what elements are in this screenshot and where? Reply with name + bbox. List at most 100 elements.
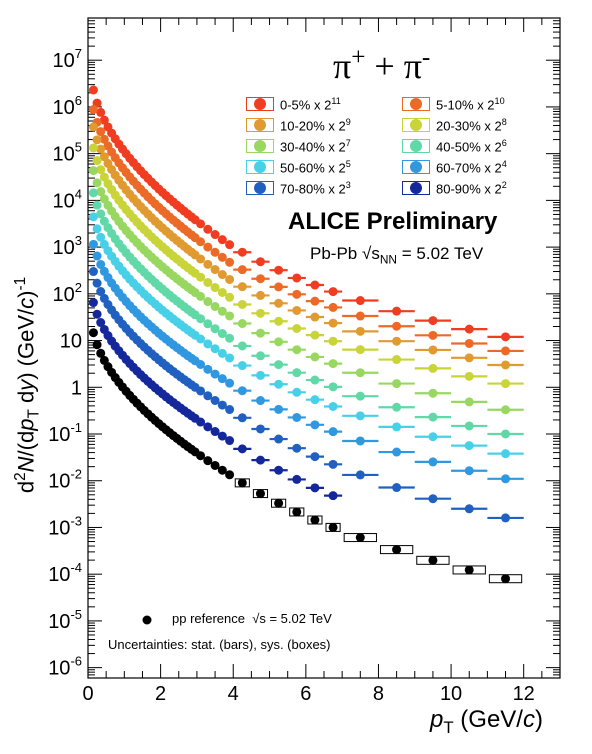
data-point (196, 237, 206, 247)
data-point (392, 355, 402, 365)
data-point (96, 165, 106, 175)
data-point (292, 273, 302, 283)
data-point (88, 328, 98, 338)
data-point (428, 432, 438, 442)
data-point (99, 172, 109, 182)
data-point (196, 291, 206, 301)
data-point (355, 311, 365, 321)
data-point (88, 143, 98, 153)
data-point (255, 351, 265, 361)
series-7 (88, 239, 524, 484)
data-point (96, 127, 106, 137)
data-point (392, 483, 402, 493)
data-point (292, 507, 302, 517)
data-point (292, 345, 302, 355)
data-point (196, 451, 206, 461)
data-point (217, 348, 227, 358)
data-point (355, 470, 365, 480)
data-point (274, 498, 284, 508)
y-tick-label: 10 (60, 331, 82, 353)
legend-label: 20-30% x 28 (436, 117, 507, 134)
legend-swatch (246, 139, 274, 154)
legend-marker (410, 98, 422, 111)
data-series (88, 85, 524, 625)
data-point (210, 427, 220, 437)
data-point (292, 305, 302, 315)
data-point (310, 312, 320, 322)
data-point (217, 329, 227, 339)
data-point (355, 533, 365, 543)
data-point (392, 379, 402, 389)
legend-label: 60-70% x 24 (436, 159, 507, 176)
data-point (210, 395, 220, 405)
data-point (88, 122, 98, 132)
data-point (92, 224, 102, 234)
data-point (210, 230, 220, 240)
data-point (274, 265, 284, 275)
data-point (310, 352, 320, 362)
data-point (464, 421, 474, 431)
legend-swatch (402, 181, 430, 196)
legend-label: 40-50% x 26 (436, 138, 507, 155)
data-point (292, 443, 302, 453)
data-point (92, 251, 102, 261)
x-tick-label: 0 (82, 683, 93, 705)
data-point (225, 470, 235, 480)
series-1 (88, 104, 524, 356)
data-point (428, 363, 438, 373)
data-point (310, 420, 320, 430)
data-point (203, 242, 213, 252)
data-point (196, 359, 206, 369)
data-point (217, 374, 227, 384)
data-point (392, 447, 402, 457)
data-point (237, 341, 247, 351)
legend-marker (410, 161, 422, 174)
legend-swatch (402, 97, 430, 112)
data-point (464, 565, 474, 575)
legend-label: 10-20% x 29 (280, 117, 351, 134)
data-point (217, 287, 227, 297)
data-point (328, 427, 338, 437)
data-point (237, 247, 247, 257)
x-tick-label: 4 (228, 683, 239, 705)
series-3 (88, 143, 524, 389)
legend-label: 80-90% x 22 (436, 180, 507, 197)
data-point (464, 324, 474, 334)
data-point (96, 287, 106, 297)
x-tick-label: 6 (300, 683, 311, 705)
data-point (196, 417, 206, 427)
data-point (217, 400, 227, 410)
series-10 (88, 328, 523, 584)
data-point (203, 297, 213, 307)
data-point (96, 259, 106, 269)
data-point (210, 460, 220, 470)
data-point (88, 85, 98, 95)
data-point (196, 334, 206, 344)
legend-swatch (402, 139, 430, 154)
data-point (225, 292, 235, 302)
data-point (225, 274, 235, 284)
pp-legend-label: pp reference √s = 5.02 TeV (172, 611, 332, 626)
data-point (355, 368, 365, 378)
data-point (96, 209, 106, 219)
data-point (237, 265, 247, 275)
data-point (392, 422, 402, 432)
data-point (255, 370, 265, 380)
pp-legend-marker (142, 615, 152, 625)
data-point (196, 272, 206, 282)
x-tick-label: 8 (373, 683, 384, 705)
x-tick-label: 10 (440, 683, 462, 705)
data-point (328, 522, 338, 532)
data-point (96, 232, 106, 242)
data-point (225, 378, 235, 388)
legend-item: 0-5% x 211 (246, 96, 341, 112)
data-point (355, 391, 365, 401)
legend-item: 80-90% x 22 (402, 180, 507, 196)
series-8 (88, 267, 524, 523)
data-point (464, 466, 474, 476)
data-point (328, 359, 338, 369)
y-tick-label: 103 (53, 233, 82, 259)
y-tick-label: 105 (53, 140, 82, 166)
data-point (501, 360, 511, 370)
y-tick-label: 106 (53, 93, 82, 119)
